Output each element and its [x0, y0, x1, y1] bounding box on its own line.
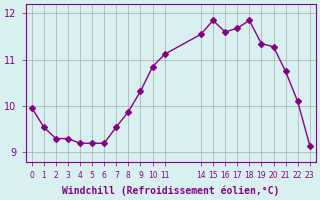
- X-axis label: Windchill (Refroidissement éolien,°C): Windchill (Refroidissement éolien,°C): [62, 185, 279, 196]
